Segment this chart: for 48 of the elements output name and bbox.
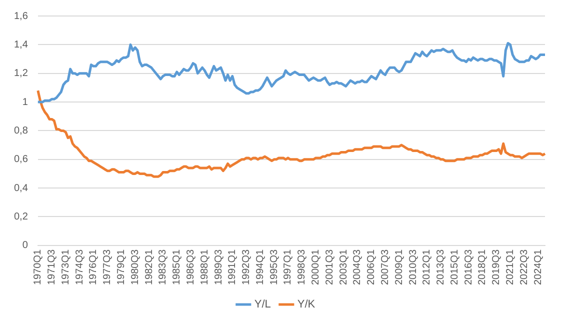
x-tick-label: 2013Q3 bbox=[436, 248, 447, 286]
y-tick-label: 1,4 bbox=[14, 39, 28, 50]
x-tick-label: 2019Q3 bbox=[491, 248, 502, 286]
x-tick-label: 1995Q3 bbox=[268, 248, 280, 286]
x-tick-label: 2004Q3 bbox=[352, 248, 364, 286]
x-tick-label: 1970Q1 bbox=[32, 248, 44, 286]
x-tick-label: 2024Q1 bbox=[532, 248, 544, 286]
legend-label: Y/L bbox=[254, 298, 271, 311]
x-tick-label: 1994Q1 bbox=[254, 248, 266, 286]
x-tick-label: 2006Q1 bbox=[366, 248, 378, 286]
x-tick-label: 1982Q1 bbox=[144, 248, 155, 286]
x-tick-label: 1973Q1 bbox=[60, 248, 72, 286]
y-tick-label: 1 bbox=[22, 96, 28, 108]
x-tick-label: 1986Q3 bbox=[185, 248, 196, 286]
y-tick-label: 0,2 bbox=[14, 211, 28, 222]
x-tick-label: 2021Q1 bbox=[505, 248, 516, 286]
x-tick-label: 1992Q3 bbox=[241, 248, 252, 286]
y-tick-label: 0,8 bbox=[14, 125, 28, 136]
y-tick-label: 0,4 bbox=[14, 182, 28, 194]
x-tick-label: 2016Q3 bbox=[463, 248, 474, 286]
x-tick-label: 2015Q1 bbox=[449, 248, 460, 286]
x-tick-label: 2000Q1 bbox=[310, 248, 322, 286]
y-tick-label: 1,6 bbox=[14, 10, 28, 22]
x-tick-label: 2012Q1 bbox=[422, 248, 433, 286]
x-tick-label: 2010Q3 bbox=[408, 248, 419, 286]
y-tick-label: 0 bbox=[22, 240, 28, 252]
y-tick-label: 0,6 bbox=[14, 154, 28, 166]
x-tick-label: 1997Q1 bbox=[282, 248, 294, 286]
x-tick-label: 1974Q3 bbox=[74, 248, 86, 286]
x-tick-label: 2018Q1 bbox=[477, 248, 488, 286]
x-tick-label: 2009Q1 bbox=[394, 248, 405, 286]
x-tick-label: 1976Q1 bbox=[88, 248, 100, 286]
x-tick-label: 1985Q1 bbox=[172, 248, 183, 286]
y-tick-label: 1,2 bbox=[14, 68, 28, 80]
x-tick-label: 1979Q1 bbox=[116, 248, 128, 286]
x-tick-label: 1998Q3 bbox=[296, 248, 308, 286]
x-tick-label: 2001Q3 bbox=[324, 248, 336, 286]
x-tick-label: 1989Q3 bbox=[213, 248, 224, 286]
x-tick-label: 1988Q1 bbox=[199, 248, 210, 286]
x-tick-label: 2022Q3 bbox=[518, 248, 530, 286]
x-tick-label: 1980Q3 bbox=[130, 248, 141, 286]
x-tick-label: 1983Q3 bbox=[158, 248, 169, 286]
x-tick-label: 1977Q3 bbox=[102, 248, 114, 286]
x-tick-label: 2003Q1 bbox=[338, 248, 350, 286]
legend-label: Y/K bbox=[297, 298, 316, 311]
x-tick-label: 2007Q3 bbox=[380, 248, 391, 286]
x-tick-label: 1991Q1 bbox=[227, 248, 238, 286]
x-tick-label: 1971Q3 bbox=[46, 248, 58, 286]
